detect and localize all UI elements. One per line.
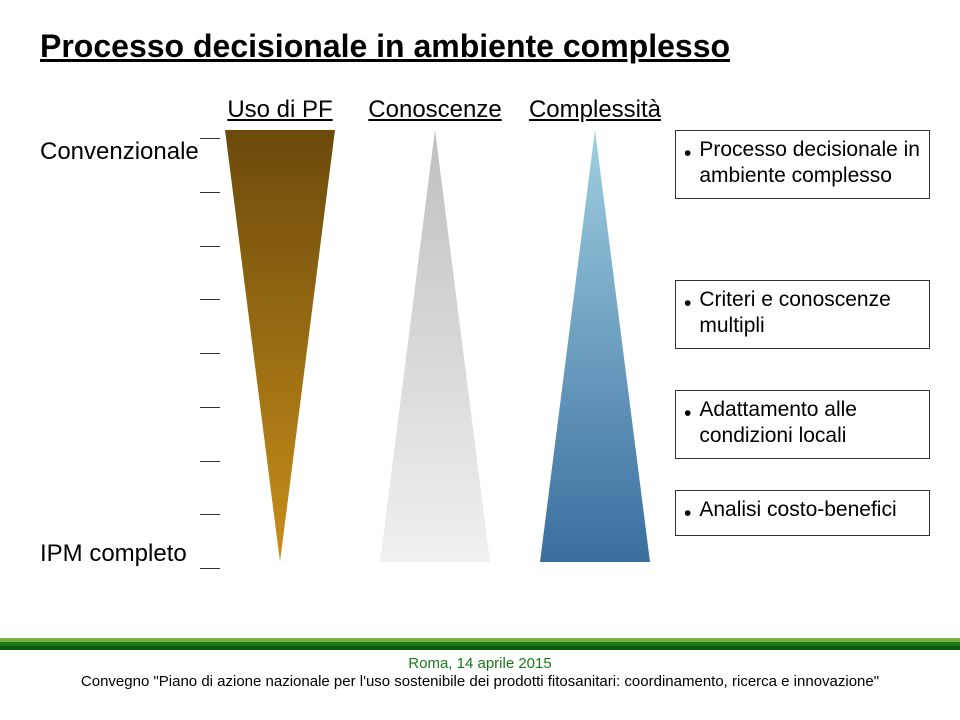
tick [200, 138, 220, 139]
y-axis-top-label: Convenzionale [40, 138, 199, 166]
footer-subtitle: Convegno "Piano di azione nazionale per … [0, 673, 960, 692]
tick [200, 514, 220, 515]
bullet-item: • Criteri e conoscenze multipli [675, 280, 930, 349]
tick [200, 407, 220, 408]
bullet-dot-icon: • [684, 287, 691, 317]
bullet-text: Processo decisionale in ambiente comples… [699, 137, 921, 190]
tick [200, 299, 220, 300]
bullet-text: Analisi costo-benefici [699, 497, 896, 523]
footer-bars [0, 638, 960, 650]
bullet-item: • Processo decisionale in ambiente comple… [675, 130, 930, 199]
tick [200, 353, 220, 354]
footer-date: Roma, 14 aprile 2015 [0, 655, 960, 674]
bullet-dot-icon: • [684, 497, 691, 527]
column-header-conoscenze: Conoscenze [368, 96, 501, 124]
y-axis-ticks [200, 138, 220, 568]
triangle-conoscenze [380, 130, 490, 562]
bullet-item: • Adattamento alle condizioni locali [675, 390, 930, 459]
footer-bar [0, 646, 960, 650]
bullet-text: Criteri e conoscenze multipli [699, 287, 921, 340]
bullet-item: • Analisi costo-benefici [675, 490, 930, 536]
triangle-uso-di-pf [225, 130, 335, 562]
bullet-dot-icon: • [684, 137, 691, 167]
column-header-complessita: Complessità [529, 96, 661, 124]
footer-text: Roma, 14 aprile 2015 Convegno "Piano di … [0, 655, 960, 693]
slide: Processo decisionale in ambiente comples… [0, 0, 960, 720]
slide-title: Processo decisionale in ambiente comples… [40, 28, 730, 65]
bullets-panel: • Processo decisionale in ambiente comple… [675, 130, 930, 570]
tick [200, 246, 220, 247]
tick [200, 192, 220, 193]
tick [200, 568, 220, 569]
y-axis-bottom-label: IPM completo [40, 540, 187, 568]
triangle-complessita [540, 130, 650, 562]
tick [200, 461, 220, 462]
bullet-text: Adattamento alle condizioni locali [699, 397, 921, 450]
bullet-dot-icon: • [684, 397, 691, 427]
column-header-uso-di-pf: Uso di PF [227, 96, 332, 124]
